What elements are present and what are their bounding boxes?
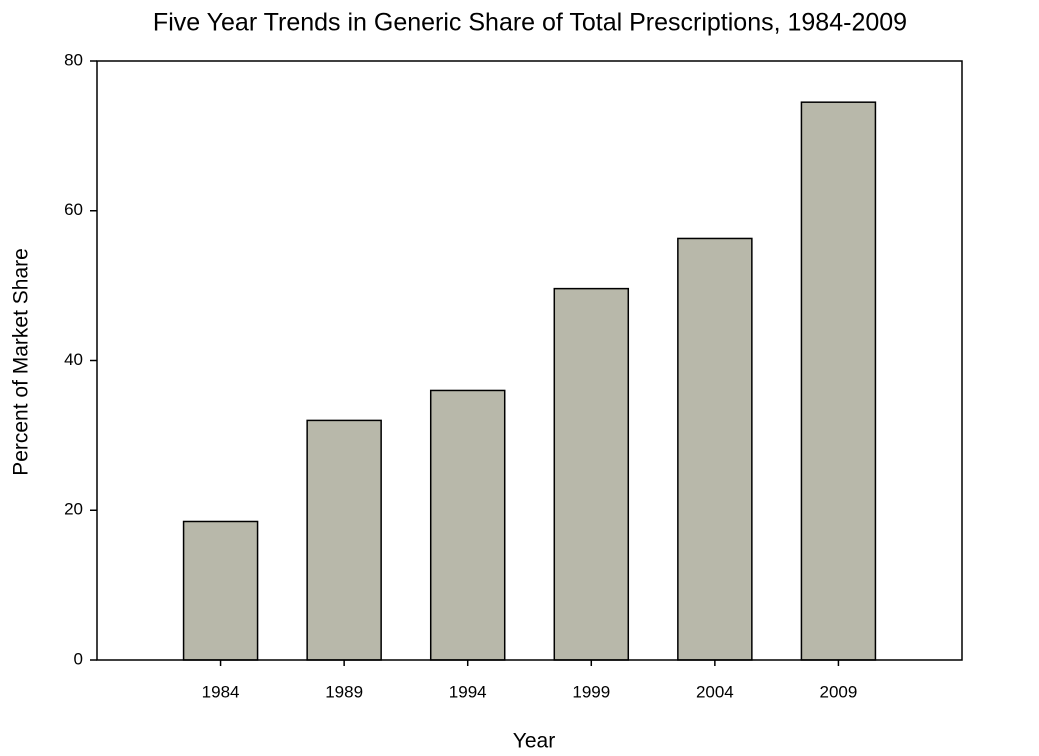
y-tick-label: 40 <box>64 350 83 369</box>
bar <box>800 101 877 661</box>
plot-frame <box>96 60 963 661</box>
y-tick-label: 20 <box>64 500 83 519</box>
x-tick-label: 1984 <box>202 682 240 701</box>
y-tick-label: 60 <box>64 200 83 219</box>
bar <box>182 520 259 661</box>
x-tick-label: 1994 <box>449 682 487 701</box>
x-tick-label: 1999 <box>572 682 610 701</box>
chart-title: Five Year Trends in Generic Share of Tot… <box>153 9 907 37</box>
x-tick-label: 1989 <box>325 682 363 701</box>
y-tick-label: 80 <box>64 50 83 69</box>
bar <box>306 419 382 661</box>
bar <box>677 237 753 661</box>
x-tick-label: 2009 <box>820 682 858 701</box>
bar <box>429 389 506 661</box>
x-tick-label: 2004 <box>696 682 734 701</box>
y-axis-label: Percent of Market Share <box>10 248 33 476</box>
bar <box>553 287 630 661</box>
y-tick-label: 0 <box>74 649 83 668</box>
x-axis-label: Year <box>513 730 555 753</box>
